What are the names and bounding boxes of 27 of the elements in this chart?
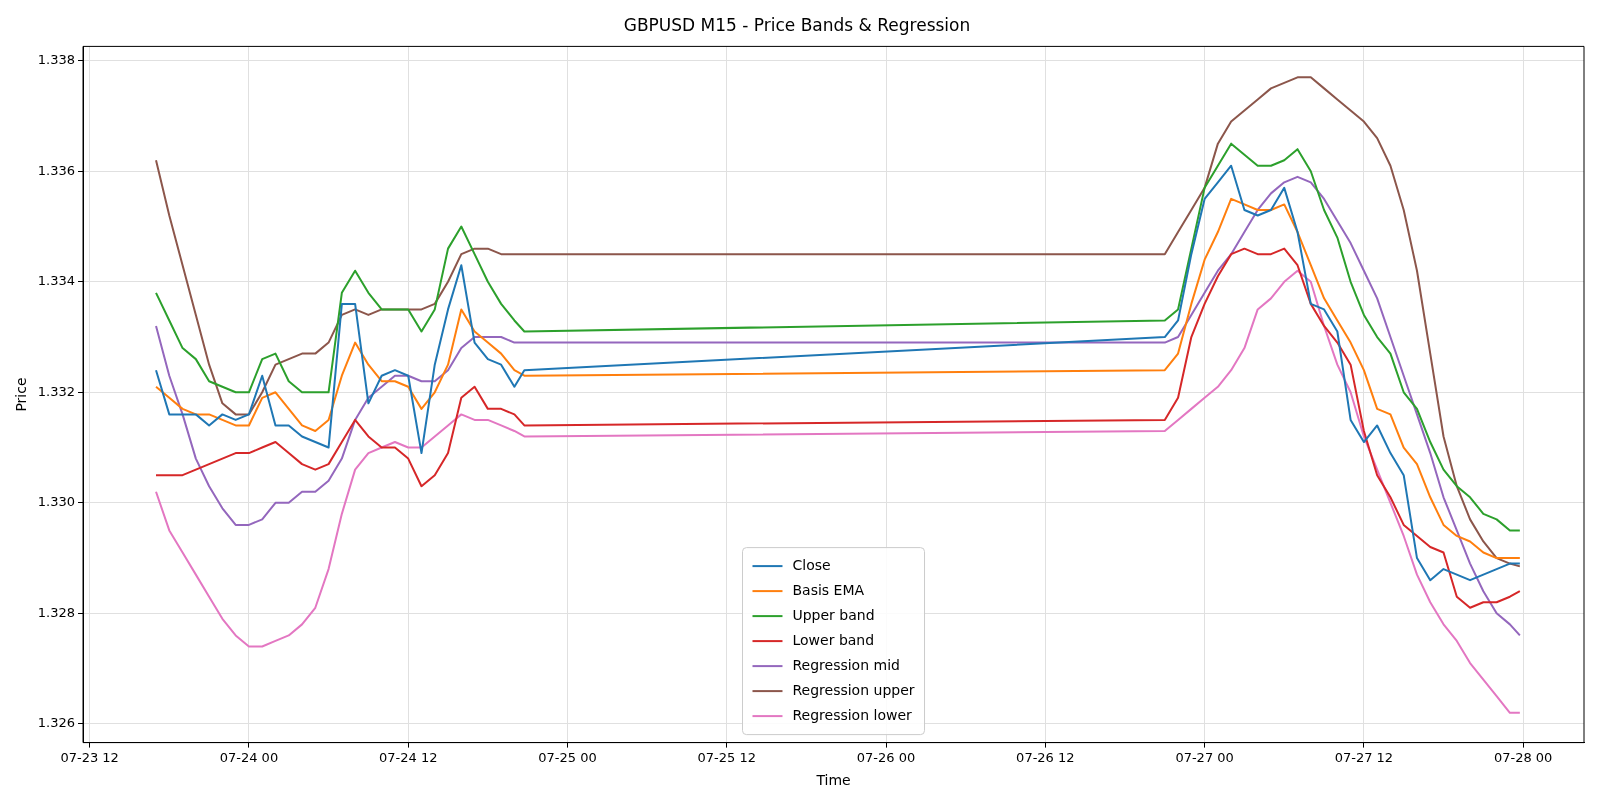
x-tick-label: 07-24 12	[378, 749, 438, 765]
y-tick-label: 1.338	[37, 52, 76, 68]
x-axis-title: Time	[815, 772, 851, 789]
legend-label: Regression mid	[792, 656, 900, 673]
legend-label: Lower band	[792, 631, 875, 648]
x-tick-label: 07-28 00	[1493, 749, 1553, 765]
y-tick-label: 1.326	[37, 715, 76, 731]
legend-label: Regression lower	[792, 706, 913, 723]
legend-label: Close	[792, 556, 831, 573]
x-tick-label: 07-26 00	[856, 749, 916, 765]
x-tick-label: 07-24 00	[219, 749, 279, 765]
x-tick-label: 07-27 00	[1175, 749, 1234, 765]
y-tick-label: 1.332	[37, 383, 76, 399]
y-tick-label: 1.336	[37, 162, 76, 178]
x-tick-label: 07-26 12	[1016, 749, 1075, 765]
x-tick-label: 07-25 00	[538, 749, 597, 765]
x-tick-label: 07-27 12	[1334, 749, 1394, 765]
legend-label: Upper band	[792, 606, 875, 623]
y-tick-label: 1.328	[37, 604, 76, 620]
y-tick-label: 1.334	[37, 273, 76, 289]
x-tick-label: 07-25 12	[697, 749, 756, 765]
y-axis-title: Price	[13, 377, 30, 412]
y-tick-label: 1.330	[37, 494, 76, 510]
x-tick-label: 07-23 12	[60, 749, 119, 765]
chart-title: GBPUSD M15 - Price Bands & Regression	[623, 14, 971, 35]
legend-label: Regression upper	[792, 681, 915, 698]
legend-label: Basis EMA	[792, 581, 865, 598]
